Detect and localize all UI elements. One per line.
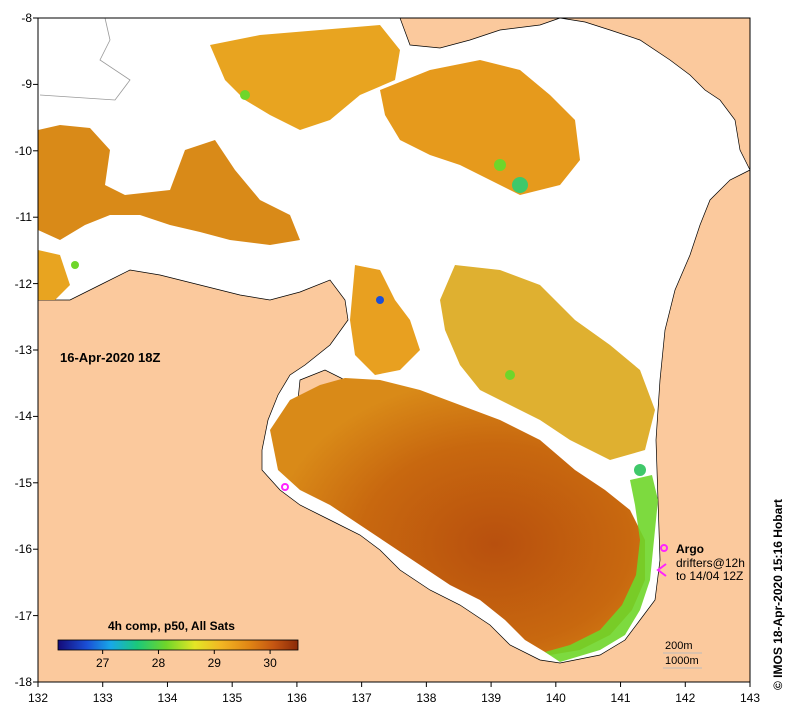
x-tick-label: 141 [610, 691, 631, 705]
sst-patch-north-center [210, 25, 400, 130]
x-tick-label: 138 [416, 691, 437, 705]
sst-speck [240, 90, 250, 100]
y-tick-label: -18 [14, 675, 32, 689]
sst-patch-north-east [380, 60, 580, 195]
x-tick-label: 135 [222, 691, 243, 705]
land-top-end [37, 169, 751, 683]
legend-drifters: drifters@12h [676, 556, 745, 570]
x-tick-label: 133 [92, 691, 113, 705]
y-tick-label: -8 [21, 11, 32, 25]
sst-speck [494, 159, 506, 171]
sst-speck [71, 261, 79, 269]
x-tick-label: 132 [27, 691, 49, 705]
y-tick-label: -14 [14, 409, 32, 424]
sst-speck [512, 177, 528, 193]
legend-drifter-period: to 14/04 12Z [676, 569, 744, 583]
x-tick-label: 134 [157, 691, 178, 705]
sst-speck [376, 296, 384, 304]
land-new-guinea [399, 17, 561, 49]
y-tick-label: -15 [14, 475, 32, 490]
x-tick-label: 139 [481, 691, 502, 705]
sst-gulf-carpentaria [270, 378, 645, 655]
depth-contour [39, 17, 131, 101]
y-tick-label: -12 [14, 276, 32, 291]
sst-speck [634, 464, 646, 476]
y-tick-label: -10 [14, 143, 32, 158]
legend-depth-200: 200m [665, 640, 693, 652]
sst-patch-mid-east [440, 265, 655, 460]
imos-credit: © IMOS 18-Apr-2020 15:16 Hobart [771, 499, 785, 690]
y-tick-label: -17 [14, 608, 32, 623]
date-label: 16-Apr-2020 18Z [60, 350, 161, 365]
sst-patch-arafura-west [38, 125, 300, 245]
colorbar-tick-label: 30 [263, 656, 277, 670]
x-tick-label: 143 [739, 691, 761, 705]
y-tick-label: -13 [14, 343, 32, 357]
legend-depth-1000: 1000m [665, 655, 699, 667]
colorbar-title: 4h comp, p50, All Sats [108, 619, 235, 633]
legend-argo: Argo [676, 542, 704, 556]
y-tick-label: -9 [21, 77, 32, 92]
colorbar-tick-label: 27 [95, 656, 110, 670]
sst-coastal-green [545, 475, 658, 662]
colorbar [57, 639, 299, 651]
colorbar-tick-label: 28 [151, 656, 166, 670]
x-tick-label: 140 [545, 691, 566, 705]
colorbar-tick-label: 29 [207, 656, 221, 670]
axis-ticks [33, 17, 751, 687]
x-tick-label: 136 [286, 691, 307, 705]
y-tick-label: -16 [14, 542, 32, 557]
sst-patch-mid-west [350, 265, 420, 375]
sst-speck [505, 370, 515, 380]
x-tick-label: 137 [351, 691, 372, 705]
x-tick-label: 142 [675, 691, 696, 705]
drifter-legend-symbol [656, 563, 667, 577]
argo-legend-symbol [660, 544, 668, 552]
y-tick-label: -11 [15, 210, 32, 225]
sst-patch-west-small [38, 250, 70, 300]
argo-marker [281, 483, 289, 491]
